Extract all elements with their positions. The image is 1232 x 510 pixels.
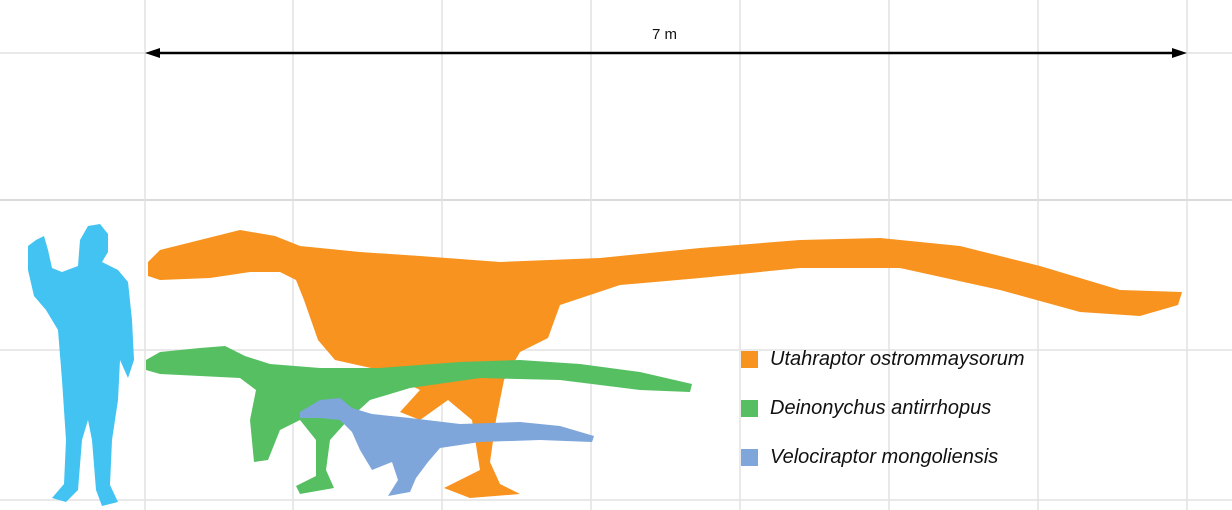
scale-arrow <box>145 48 1187 58</box>
legend-label: Utahraptor ostrommaysorum <box>770 348 1025 370</box>
utahraptor-swatch <box>741 351 758 368</box>
utahraptor-silhouette <box>148 230 1182 498</box>
legend: Utahraptor ostrommaysorum Deinonychus an… <box>741 335 1025 482</box>
human-silhouette <box>28 224 134 506</box>
deinonychus-silhouette <box>146 346 692 494</box>
legend-item-utahraptor: Utahraptor ostrommaysorum <box>741 335 1025 384</box>
scale-label: 7 m <box>652 26 678 43</box>
velociraptor-swatch <box>741 449 758 466</box>
deinonychus-swatch <box>741 400 758 417</box>
velociraptor-silhouette <box>300 398 594 496</box>
legend-label: Velociraptor mongoliensis <box>770 446 999 468</box>
legend-label: Deinonychus antirrhopus <box>770 397 992 419</box>
legend-item-deinonychus: Deinonychus antirrhopus <box>741 384 1025 433</box>
legend-item-velociraptor: Velociraptor mongoliensis <box>741 433 1025 482</box>
